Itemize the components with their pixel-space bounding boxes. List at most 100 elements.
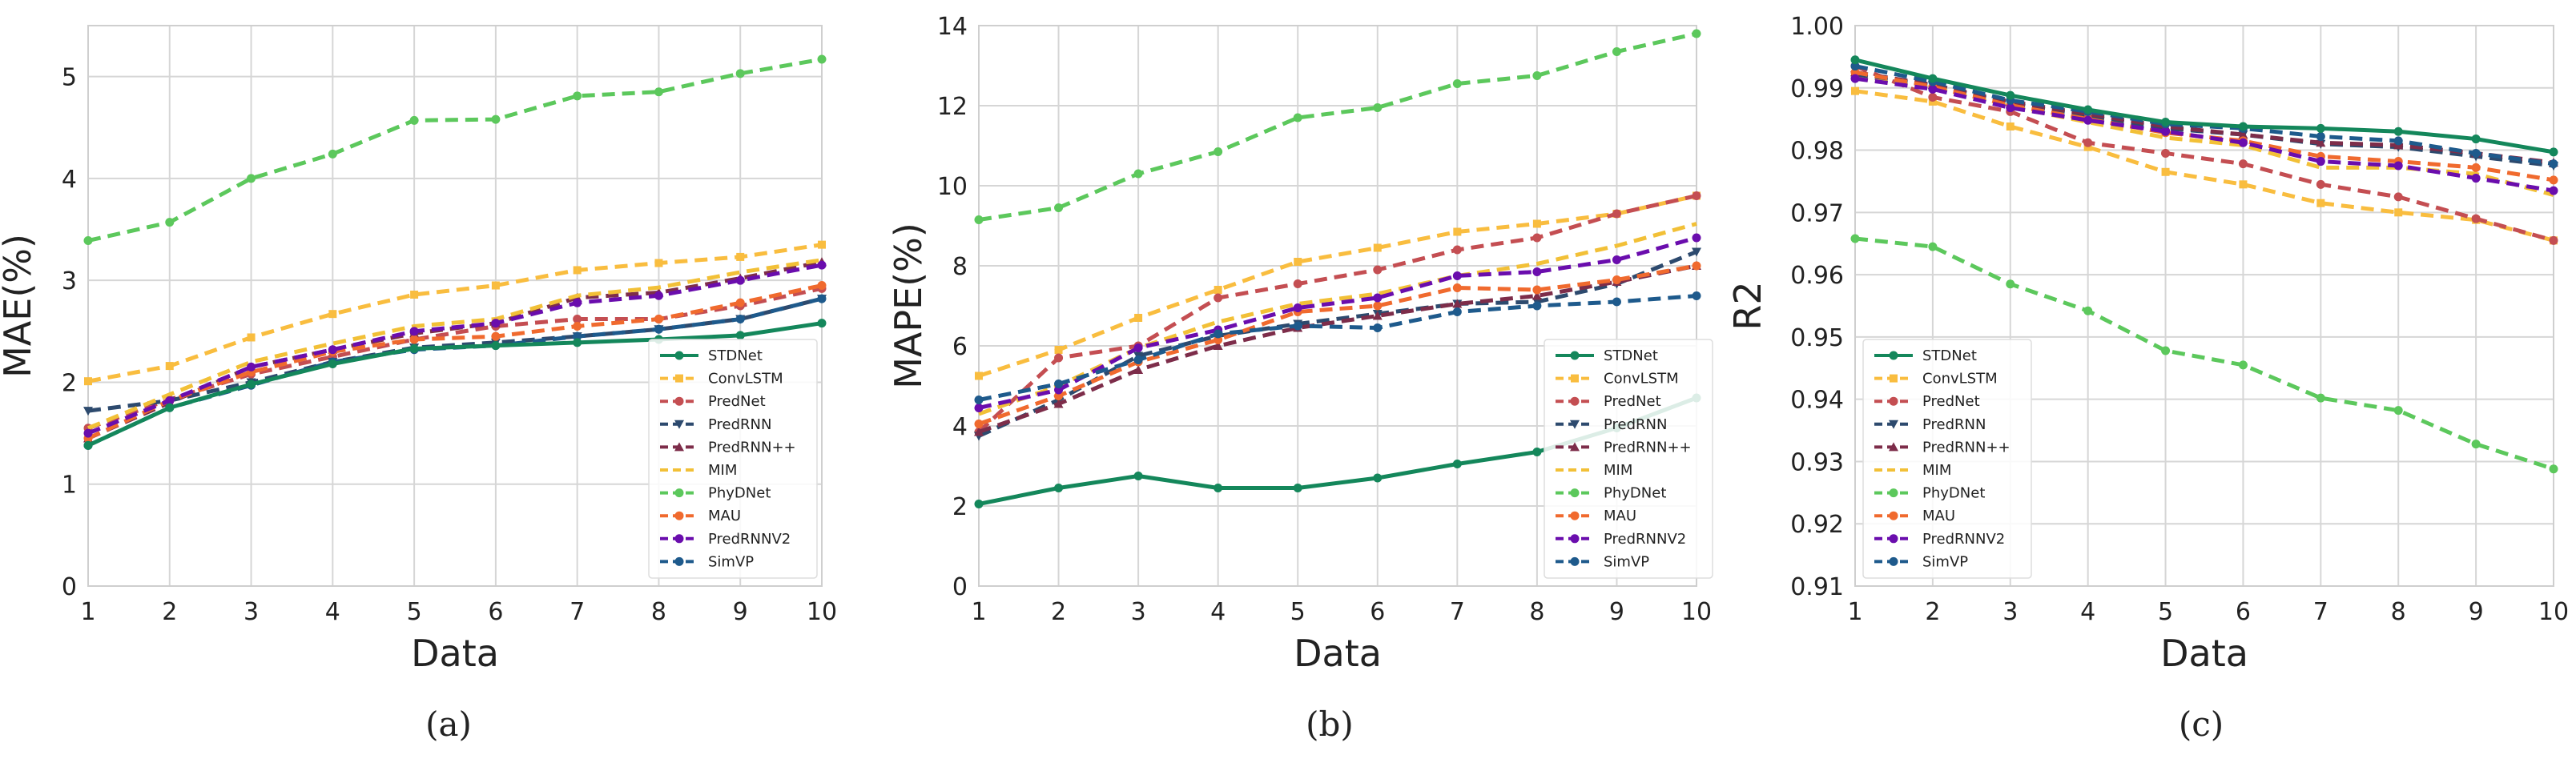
- x-tick-label: 7: [1450, 598, 1465, 626]
- data-point: [573, 298, 582, 307]
- x-tick-label: 6: [488, 598, 503, 626]
- x-tick-label: 7: [570, 598, 585, 626]
- legend-label: ConvLSTM: [708, 371, 783, 388]
- data-point: [2316, 157, 2325, 167]
- data-point: [1452, 283, 1462, 292]
- y-tick-label: 0.93: [1790, 448, 1844, 476]
- data-point: [491, 331, 501, 341]
- data-point: [1133, 355, 1143, 364]
- data-point: [1453, 227, 1462, 236]
- data-point: [573, 315, 582, 324]
- legend-item: PredRNN++: [660, 439, 796, 456]
- data-point: [1850, 62, 1860, 71]
- data-point: [974, 215, 984, 224]
- data-point: [165, 362, 174, 371]
- legend-marker: [1570, 442, 1580, 452]
- data-point: [817, 54, 827, 64]
- legend-marker: [1570, 351, 1580, 360]
- legend-item: PredRNNV2: [1556, 531, 1686, 548]
- data-point: [2083, 138, 2093, 147]
- data-point: [817, 319, 827, 328]
- series-line: [977, 194, 1697, 434]
- data-point: [1373, 473, 1383, 483]
- legend-item: ConvLSTM: [1556, 371, 1679, 388]
- data-point: [1373, 293, 1383, 303]
- plot-frame: [978, 25, 1697, 587]
- data-point: [409, 335, 419, 344]
- legend-item: MIM: [660, 462, 737, 479]
- data-point: [974, 427, 984, 436]
- data-point: [1373, 265, 1383, 275]
- legend-label: PredRNN: [1922, 416, 1986, 433]
- series-line: [1854, 70, 2554, 165]
- legend-item: PredRNN++: [1556, 439, 1692, 456]
- data-point: [1452, 245, 1462, 255]
- legend-item: PhyDNet: [1556, 485, 1666, 502]
- legend-item: STDNet: [1874, 347, 1977, 364]
- legend-item: SimVP: [1556, 553, 1649, 570]
- data-point: [1692, 29, 1701, 38]
- series-line: [978, 263, 1697, 426]
- data-point: [1850, 74, 1860, 83]
- data-point: [2316, 138, 2326, 147]
- data-point: [2238, 159, 2248, 169]
- data-point: [573, 266, 582, 275]
- data-point: [1134, 314, 1143, 322]
- data-point: [1532, 233, 1542, 243]
- data-point: [1293, 113, 1302, 122]
- x-tick-label: 2: [1925, 598, 1940, 626]
- data-point: [1532, 71, 1542, 80]
- series-line: [977, 250, 1697, 438]
- legend-label: PredNet: [708, 393, 766, 410]
- data-point: [2316, 123, 2325, 133]
- data-point: [2161, 167, 2170, 176]
- series-line: [87, 258, 823, 431]
- legend-label: STDNet: [1604, 347, 1658, 364]
- series-line: [1854, 58, 2554, 155]
- data-point: [2549, 159, 2558, 169]
- data-point: [247, 379, 256, 389]
- data-point: [573, 331, 582, 341]
- legend-label: SimVP: [1604, 553, 1649, 570]
- series-line: [978, 294, 1697, 402]
- legend-label: PredRNN++: [1922, 439, 2010, 456]
- plot-frame: [87, 25, 823, 587]
- y-tick-label: 0.95: [1790, 324, 1844, 352]
- data-point: [1133, 365, 1144, 374]
- legend-label: PredNet: [1922, 393, 1980, 410]
- data-point: [2393, 136, 2403, 146]
- x-tick-label: 4: [2080, 598, 2095, 626]
- legend-marker: [1889, 396, 1898, 406]
- y-tick-label: 10: [937, 173, 968, 201]
- data-point: [2471, 440, 2481, 449]
- data-point: [2316, 131, 2325, 141]
- data-point: [410, 291, 419, 299]
- legend-item: PredRNN: [660, 416, 771, 433]
- data-point: [817, 260, 827, 270]
- data-point: [2549, 464, 2558, 474]
- series-predrnnv2: [83, 260, 827, 438]
- y-axis-label: MAPE(%): [887, 223, 930, 389]
- legend-marker: [1889, 488, 1898, 498]
- legend-label: PhyDNet: [1922, 485, 1985, 502]
- data-point: [2161, 118, 2171, 127]
- data-point: [247, 174, 256, 183]
- x-tick-label: 9: [733, 598, 748, 626]
- x-tick-label: 7: [2313, 598, 2328, 626]
- data-point: [247, 333, 256, 342]
- y-tick-label: 3: [62, 267, 77, 295]
- legend-item: PredRNNV2: [1874, 531, 2005, 548]
- data-point: [409, 115, 419, 125]
- legend-label: MAU: [1604, 508, 1636, 524]
- data-point: [2393, 192, 2403, 202]
- series-line: [978, 263, 1697, 434]
- data-point: [1850, 67, 1860, 77]
- legend-label: MAU: [708, 508, 741, 524]
- data-point: [1612, 209, 1621, 219]
- data-point: [1054, 346, 1063, 354]
- y-tick-label: 14: [937, 13, 968, 41]
- legend-marker: [674, 351, 684, 360]
- series-line: [87, 57, 823, 243]
- legend-label: MIM: [1922, 462, 1951, 479]
- x-tick-label: 2: [162, 598, 177, 626]
